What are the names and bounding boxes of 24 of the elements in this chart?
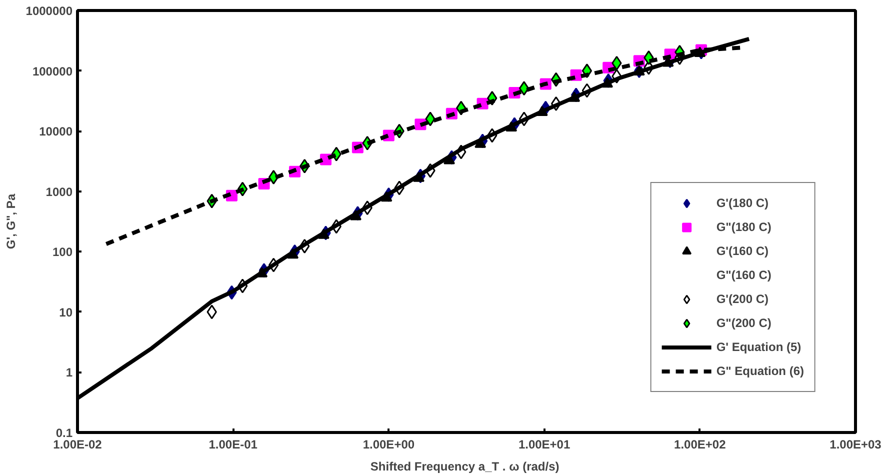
y-axis-title: G', G", Pa [4,194,18,250]
y-tick-label: 10 [59,305,73,320]
y-tick-label: 0.1 [56,426,73,440]
y-tick-label: 1 [66,366,73,380]
x-tick-label: 1.00E+03 [830,438,882,452]
x-tick-label: 1.00E-01 [208,438,258,452]
x-tick-label: 1.00E-02 [53,438,102,452]
y-tick-label: 1000000 [26,4,73,18]
x-axis-title: Shifted Frequency a_T . ω (rad/s) [370,460,560,474]
y-tick-label: 1000 [46,184,73,199]
y-tick-label: 100 [52,245,73,260]
x-tick-label: 1.00E+00 [362,438,415,452]
legend-label: G" Equation (6) [716,364,804,378]
legend-label: G'(160 C) [716,244,769,258]
legend-label: G"(180 C) [716,220,772,234]
legend-label: G'(180 C) [716,196,769,210]
legend-label: G'(200 C) [716,292,769,306]
text: G"(160 C) [716,268,772,282]
y-tick-label: 10000 [39,124,73,139]
y-tick-label: 100000 [32,64,73,78]
x-tick-label: 1.00E+01 [518,438,570,452]
x-tick-label: 1.00E+02 [674,438,726,452]
legend-label: G"(200 C) [716,316,772,330]
legend-label: G' Equation (5) [716,340,802,354]
